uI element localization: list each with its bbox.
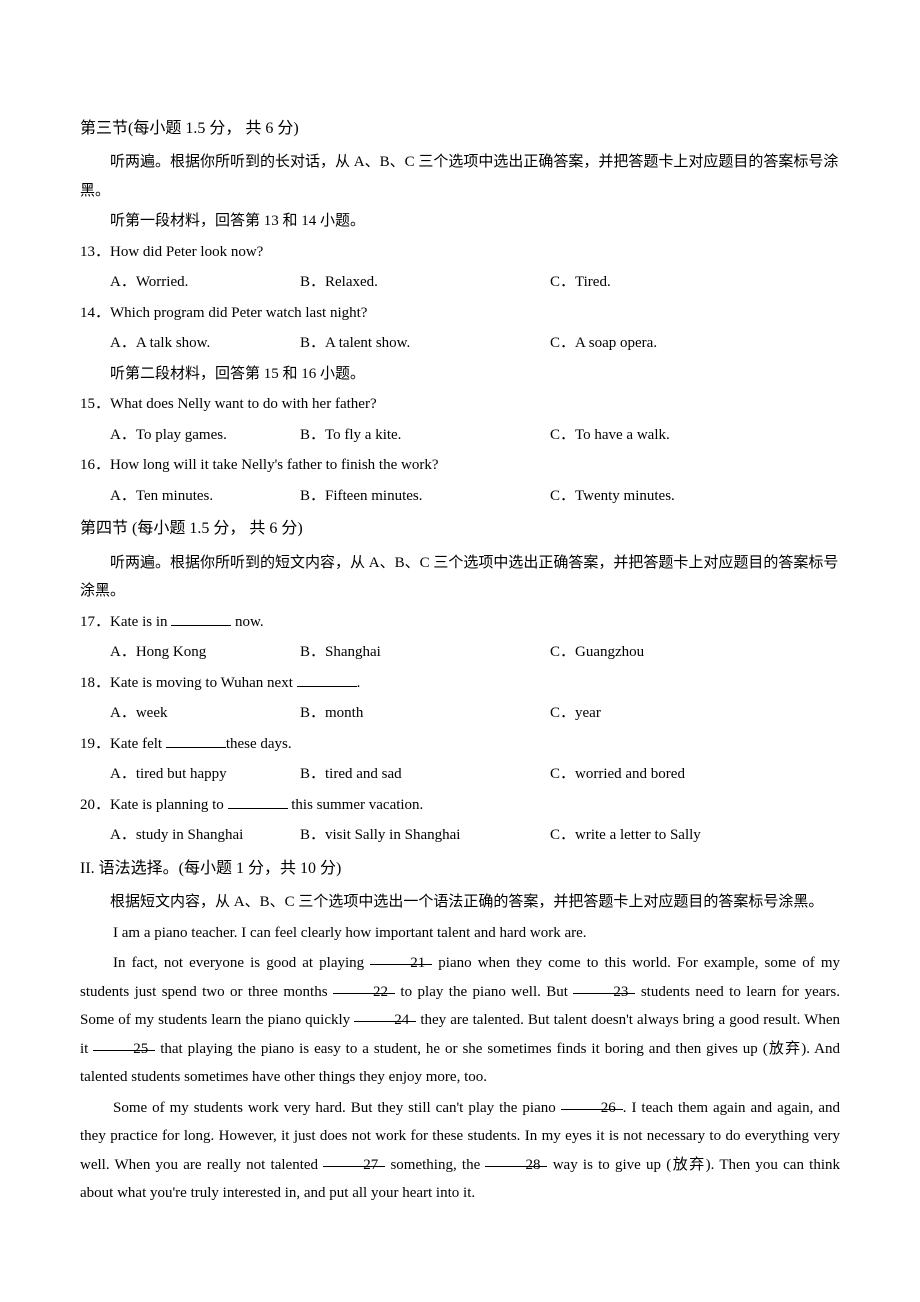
q18-number: 18． [80,675,110,691]
q14-option-b[interactable]: B．A talent show. [300,329,550,358]
q15-option-a[interactable]: A．To play games. [110,421,300,450]
q18-pre: Kate is moving to Wuhan next [110,675,297,691]
q15-option-b[interactable]: B．To fly a kite. [300,421,550,450]
grammar-passage: I am a piano teacher. I can feel clearly… [80,919,840,1208]
passage-p1: I am a piano teacher. I can feel clearly… [80,919,840,948]
section-4-instruction: 听两遍。根据你所听到的短文内容，从 A、B、C 三个选项中选出正确答案，并把答题… [80,549,840,606]
section-3-instruction: 听两遍。根据你所听到的长对话，从 A、B、C 三个选项中选出正确答案，并把答题卡… [80,148,840,205]
q17-option-c[interactable]: C．Guangzhou [550,638,644,667]
q13-option-c[interactable]: C．Tired. [550,268,611,297]
q20-number: 20． [80,797,110,813]
grammar-heading-text: II. 语法选择。(每小题 1 分，共 10 分) [80,860,341,877]
section-3-sub-2: 听第二段材料，回答第 15 和 16 小题。 [80,360,840,389]
question-13: 13．How did Peter look now? [80,238,840,267]
q18-post: . [357,675,361,691]
section-3-heading-text: 第三节(每小题 1.5 分， 共 6 分) [80,120,299,137]
q19-option-c[interactable]: C．worried and bored [550,760,685,789]
grammar-heading: II. 语法选择。(每小题 1 分，共 10 分) [80,854,840,884]
section-3-sub-1: 听第一段材料，回答第 13 和 14 小题。 [80,207,840,236]
p3-seg-c: something, the [385,1157,485,1173]
q14-text: Which program did Peter watch last night… [110,305,367,321]
q14-number: 14． [80,305,110,321]
q20-blank[interactable] [228,793,288,809]
q18-option-b[interactable]: B．month [300,699,550,728]
q14-option-a[interactable]: A．A talk show. [110,329,300,358]
q15-text: What does Nelly want to do with her fath… [110,396,377,412]
section-3-heading: 第三节(每小题 1.5 分， 共 6 分) [80,114,840,144]
q17-post: now. [231,614,263,630]
question-20: 20．Kate is planning to this summer vacat… [80,791,840,820]
q16-number: 16． [80,457,110,473]
q19-blank[interactable] [166,732,226,748]
p2-seg-f: that playing the piano is easy to a stud… [80,1041,840,1086]
q13-option-a[interactable]: A．Worried. [110,268,300,297]
blank-21[interactable]: 21 [370,949,432,965]
grammar-instruction: 根据短文内容，从 A、B、C 三个选项中选出一个语法正确的答案，并把答题卡上对应… [80,888,840,917]
q19-option-b[interactable]: B．tired and sad [300,760,550,789]
p3-seg-a: Some of my students work very hard. But … [113,1100,561,1116]
blank-22[interactable]: 22 [333,978,395,994]
passage-p2: In fact, not everyone is good at playing… [80,949,840,1092]
question-16: 16．How long will it take Nelly's father … [80,451,840,480]
q19-number: 19． [80,736,110,752]
q20-option-a[interactable]: A．study in Shanghai [110,821,300,850]
q18-option-a[interactable]: A．week [110,699,300,728]
q19-option-a[interactable]: A．tired but happy [110,760,300,789]
q13-option-b[interactable]: B．Relaxed. [300,268,550,297]
q16-option-a[interactable]: A．Ten minutes. [110,482,300,511]
p2-seg-a: In fact, not everyone is good at playing [113,955,370,971]
q20-option-b[interactable]: B．visit Sally in Shanghai [300,821,550,850]
q20-post: this summer vacation. [288,797,424,813]
q17-blank[interactable] [171,610,231,626]
q19-options: A．tired but happy B．tired and sad C．worr… [110,760,840,789]
exam-page: 第三节(每小题 1.5 分， 共 6 分) 听两遍。根据你所听到的长对话，从 A… [0,0,920,1302]
q17-option-a[interactable]: A．Hong Kong [110,638,300,667]
blank-28[interactable]: 28 [485,1151,547,1167]
q20-pre: Kate is planning to [110,797,227,813]
blank-26[interactable]: 26 [561,1094,623,1110]
q14-option-c[interactable]: C．A soap opera. [550,329,657,358]
q15-number: 15． [80,396,110,412]
q18-options: A．week B．month C．year [110,699,840,728]
blank-25[interactable]: 25 [93,1035,155,1051]
question-14: 14．Which program did Peter watch last ni… [80,299,840,328]
q13-number: 13． [80,244,110,260]
question-17: 17．Kate is in now. [80,608,840,637]
section-4-heading-text: 第四节 (每小题 1.5 分， 共 6 分) [80,520,303,537]
q18-option-c[interactable]: C．year [550,699,601,728]
q16-text: How long will it take Nelly's father to … [110,457,438,473]
q16-option-b[interactable]: B．Fifteen minutes. [300,482,550,511]
q15-option-c[interactable]: C．To have a walk. [550,421,670,450]
q14-options: A．A talk show. B．A talent show. C．A soap… [110,329,840,358]
passage-p3: Some of my students work very hard. But … [80,1094,840,1208]
blank-23[interactable]: 23 [573,978,635,994]
q13-text: How did Peter look now? [110,244,263,260]
question-15: 15．What does Nelly want to do with her f… [80,390,840,419]
q17-options: A．Hong Kong B．Shanghai C．Guangzhou [110,638,840,667]
blank-27[interactable]: 27 [323,1151,385,1167]
p2-seg-c: to play the piano well. But [395,984,573,1000]
q16-options: A．Ten minutes. B．Fifteen minutes. C．Twen… [110,482,840,511]
q20-option-c[interactable]: C．write a letter to Sally [550,821,701,850]
q15-options: A．To play games. B．To fly a kite. C．To h… [110,421,840,450]
blank-24[interactable]: 24 [354,1006,416,1022]
q17-option-b[interactable]: B．Shanghai [300,638,550,667]
q17-number: 17． [80,614,110,630]
q20-options: A．study in Shanghai B．visit Sally in Sha… [110,821,840,850]
q17-pre: Kate is in [110,614,171,630]
question-19: 19．Kate felt these days. [80,730,840,759]
q19-pre: Kate felt [110,736,166,752]
q13-options: A．Worried. B．Relaxed. C．Tired. [110,268,840,297]
q18-blank[interactable] [297,671,357,687]
section-4-heading: 第四节 (每小题 1.5 分， 共 6 分) [80,514,840,544]
q16-option-c[interactable]: C．Twenty minutes. [550,482,675,511]
question-18: 18．Kate is moving to Wuhan next . [80,669,840,698]
q19-post: these days. [226,736,292,752]
